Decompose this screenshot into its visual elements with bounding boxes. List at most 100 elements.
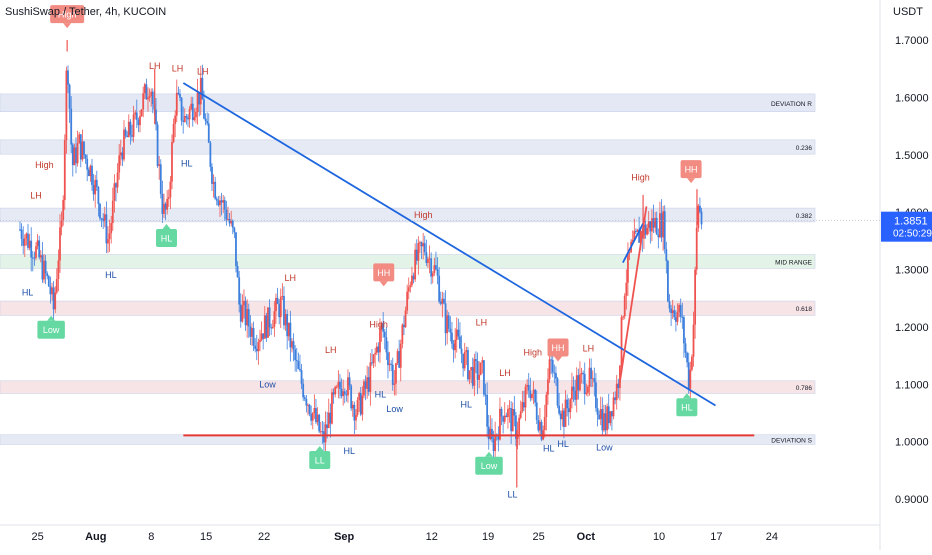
pivot-badge-box: [373, 263, 395, 282]
candle-body: [86, 158, 89, 170]
candle-body: [75, 147, 77, 164]
x-tick-label: Sep: [334, 531, 354, 543]
candle-body: [396, 351, 399, 364]
pivot-label: High: [35, 160, 54, 170]
candle-body: [502, 416, 505, 422]
candle-body: [351, 404, 354, 409]
candle-body: [398, 351, 401, 368]
candle-body: [326, 424, 329, 429]
pivot-label: High: [524, 348, 543, 358]
candle-body: [118, 155, 121, 173]
candle-body: [123, 129, 125, 160]
pivot-label: LH: [285, 273, 297, 283]
candle-body: [686, 352, 689, 363]
candle-body: [150, 91, 153, 97]
candle-body: [115, 183, 117, 188]
pivot-badge-pointer: [63, 23, 72, 29]
candle-body: [635, 230, 637, 232]
candle-body: [231, 220, 234, 228]
candle-body: [158, 164, 161, 166]
candle-body: [169, 181, 172, 198]
pivot-label: HL: [22, 287, 34, 297]
candle-body: [377, 346, 380, 353]
candle-body: [439, 301, 442, 304]
candle-body: [412, 275, 415, 280]
candle-body: [612, 397, 615, 417]
candle-body: [73, 147, 76, 166]
candle-body: [223, 200, 226, 210]
candle-body: [667, 260, 669, 302]
candle-body: [455, 329, 458, 340]
y-tick-label: 1.1000: [895, 379, 929, 391]
price-axis-unit: USDT: [893, 6, 923, 18]
candle-body: [182, 120, 185, 122]
candle-body: [599, 409, 602, 420]
pivot-label: HL: [557, 439, 569, 449]
candle-body: [246, 309, 249, 326]
candle-body: [393, 383, 396, 385]
candle-body: [358, 392, 361, 401]
candle-body: [367, 377, 370, 392]
y-tick-label: 1.2000: [895, 322, 929, 334]
candle-body: [665, 249, 668, 261]
candle-body: [145, 84, 148, 100]
y-tick-label: 1.7000: [895, 35, 929, 47]
candle-body: [662, 211, 665, 238]
pivot-badge: HL: [676, 393, 698, 417]
candle-body: [236, 265, 239, 278]
x-tick-label: 8: [148, 531, 154, 543]
candle-body: [225, 209, 228, 220]
candle-body: [35, 246, 37, 258]
candle-body: [390, 363, 393, 365]
candle-body: [417, 243, 420, 261]
candle-body: [174, 115, 177, 125]
candle-body: [190, 103, 193, 110]
y-tick-label: 1.5000: [895, 150, 929, 162]
candle-body: [254, 345, 257, 349]
candle-body: [131, 135, 133, 137]
candle-body: [687, 362, 690, 389]
candle-body: [345, 394, 348, 396]
candle-body: [311, 413, 314, 421]
candle-body: [22, 238, 25, 246]
zone-label: DEVIATION R: [771, 101, 812, 108]
zone-label: 0.382: [796, 213, 813, 220]
candle-body: [463, 352, 466, 369]
candle-body: [356, 400, 359, 415]
candle-body: [553, 372, 556, 374]
pivot-badge-box: [37, 320, 65, 339]
candle-body: [91, 165, 93, 185]
candle-body: [468, 370, 471, 380]
pivot-badge-box: [50, 5, 85, 24]
candle-body: [476, 361, 479, 380]
candle-body: [239, 304, 242, 322]
candle-body: [273, 311, 276, 327]
candle-body: [209, 142, 212, 167]
candle-body: [52, 287, 55, 310]
candle-body: [659, 213, 661, 238]
candle-countdown: 02:50:29: [893, 229, 932, 240]
trend-line: [622, 223, 644, 264]
candle-body: [521, 402, 524, 412]
candle-body: [622, 316, 625, 318]
candle-body: [505, 415, 508, 418]
candle-body: [556, 378, 559, 406]
candle-body: [580, 372, 583, 375]
candle-body: [188, 109, 191, 120]
candle-body: [323, 431, 325, 443]
candle-body: [366, 377, 369, 389]
candle-body: [39, 255, 42, 258]
candle-body: [92, 184, 95, 195]
pivot-label: LH: [583, 344, 595, 354]
candle-body: [36, 240, 39, 247]
candle-body: [499, 408, 501, 440]
candle-body: [63, 139, 66, 200]
pivot-badge-pointer: [484, 451, 493, 457]
candle-body: [193, 117, 196, 121]
candle-body: [567, 408, 570, 413]
current-price-tag: [881, 211, 932, 242]
candle-body: [383, 331, 386, 338]
candle-body: [564, 399, 567, 427]
candle-body: [487, 426, 490, 440]
pivot-badge-text: Low: [43, 325, 60, 335]
